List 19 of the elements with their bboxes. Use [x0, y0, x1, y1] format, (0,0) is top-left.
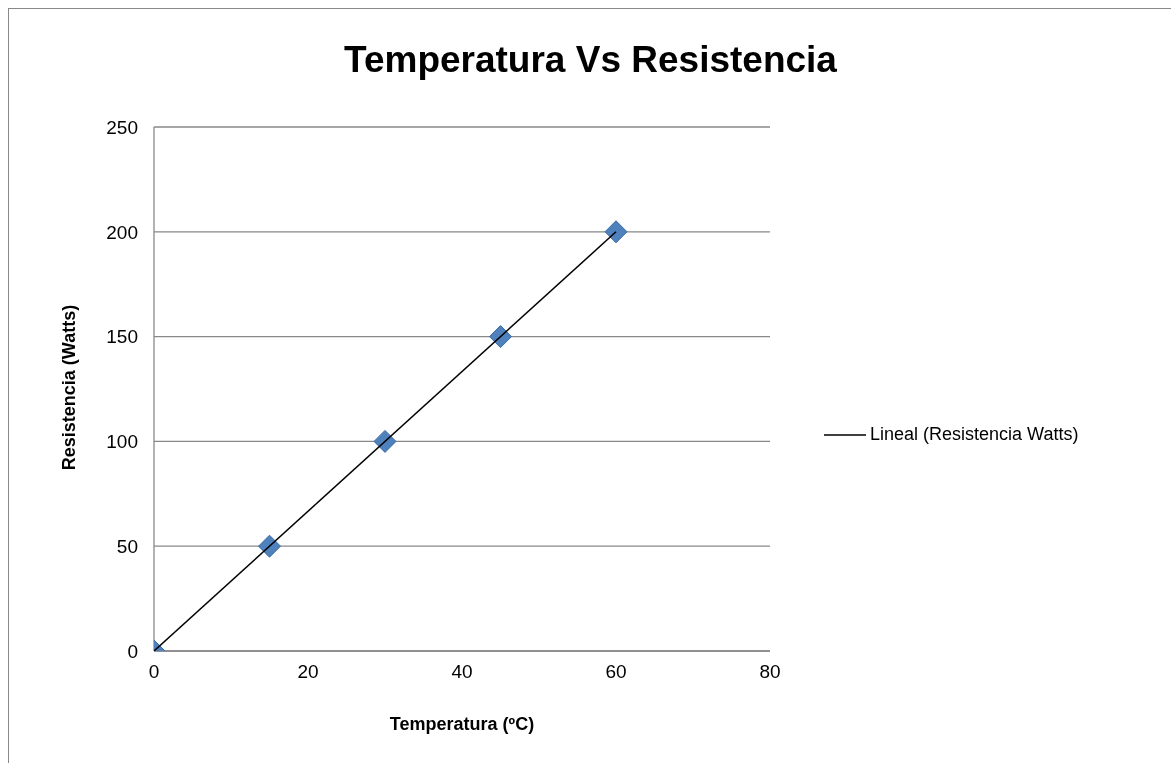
point	[604, 220, 628, 244]
x-tick-label: 0	[148, 661, 160, 683]
point	[258, 534, 281, 558]
y-tick-label: 200	[106, 221, 138, 243]
y-tick-label: 250	[106, 116, 138, 138]
point	[489, 325, 512, 349]
y-tick-label: 100	[106, 431, 138, 453]
y-axis-title: Resistencia (Watts)	[58, 303, 80, 473]
x-tick-label: 20	[297, 661, 319, 683]
chart-title: Temperatura Vs Resistencia	[343, 39, 838, 81]
point	[373, 429, 397, 453]
x-axis-title: Temperatura (ºC)	[388, 714, 536, 735]
x-tick-label: 60	[605, 661, 627, 683]
y-tick-label: 0	[127, 640, 138, 662]
x-tick-label: 80	[759, 661, 781, 683]
y-tick-label: 150	[106, 326, 138, 348]
legend-label: Lineal (Resistencia Watts)	[870, 424, 1079, 445]
x-tick-label: 40	[451, 661, 473, 683]
y-tick-label: 50	[116, 535, 138, 557]
